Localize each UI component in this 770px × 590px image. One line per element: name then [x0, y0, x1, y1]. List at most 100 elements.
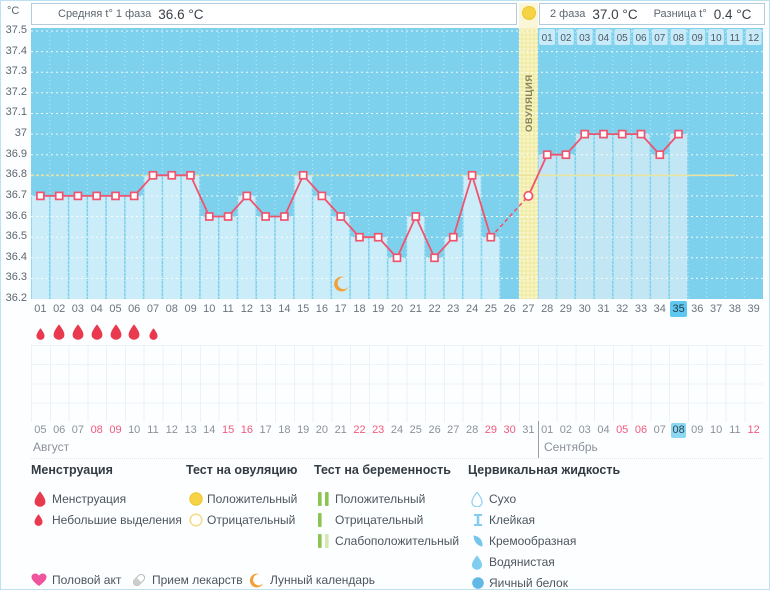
legend-item-label: Клейкая [489, 513, 536, 527]
temp-point [448, 232, 458, 242]
temp-point [580, 129, 590, 139]
cycle-day-cell[interactable]: 01 [34, 303, 47, 315]
temp-point [111, 191, 120, 201]
cycle-day-cell[interactable]: 21 [409, 303, 422, 315]
drop-small-icon [34, 514, 52, 526]
cycle-day-cell[interactable]: 28 [541, 303, 554, 315]
date-cell: 10 [128, 424, 141, 436]
legend-item: Кремообразная [471, 533, 576, 549]
temp-point [317, 191, 327, 201]
date-cell: 14 [203, 424, 216, 436]
cycle-day-cell[interactable]: 03 [71, 303, 85, 315]
legend-item-label: Слабоположительный [335, 534, 460, 548]
cycle-day-cell[interactable]: 24 [465, 303, 479, 315]
legend-item: Половой акт [31, 572, 121, 588]
phase2-value: 37.0 °C [592, 6, 638, 22]
cycle-day-cell-current[interactable]: 35 [670, 301, 687, 317]
cycle-day-row: 01 02 03 04 05 06 07 08 09 10 11 12 13 14 15 16 17 18 19 20… [31, 301, 763, 317]
cycle-day-cell[interactable]: 14 [278, 303, 291, 315]
y-axis-tick: 36.6 [5, 209, 27, 222]
cycle-day-cell[interactable]: 07 [146, 303, 160, 315]
cycle-day-cell[interactable]: 25 [484, 303, 498, 315]
temp-bar [88, 195, 106, 299]
bar-one-icon [317, 512, 335, 528]
temp-bar [651, 154, 669, 299]
date-cell: 21 [334, 424, 347, 436]
cycle-day-cell[interactable]: 10 [203, 303, 216, 315]
temp-bar [313, 195, 331, 299]
cycle-day-cell[interactable]: 27 [522, 303, 535, 315]
cycle-day-cell[interactable]: 09 [184, 303, 197, 315]
ovulation-column-label: ОВУЛЯЦИЯ [524, 74, 535, 132]
menstruation-drop-large [72, 324, 84, 340]
date-cell: 30 [503, 424, 516, 436]
temp-point [54, 191, 64, 201]
temp-bar [294, 175, 312, 299]
temp-point [242, 191, 252, 201]
date-cell: 06 [53, 424, 66, 436]
cycle-day-cell[interactable]: 29 [559, 303, 573, 315]
cycle-day-cell[interactable]: 23 [447, 303, 460, 315]
temp-point [542, 150, 552, 160]
legend-item-label: Положительный [207, 492, 298, 506]
ovulation-test-header-cell [519, 3, 538, 28]
cycle-day-cell[interactable]: 18 [353, 303, 366, 315]
cycle-day-cell[interactable]: 33 [634, 303, 648, 315]
menstruation-drop-small [36, 328, 45, 340]
temp-point [336, 212, 346, 221]
cycle-day-cell[interactable]: 15 [297, 303, 310, 315]
cycle-day-cell[interactable]: 13 [259, 303, 272, 315]
temp-point [467, 170, 477, 180]
cycle-day-cell[interactable]: 19 [372, 303, 385, 315]
month-label-september: Сентябрь [544, 440, 598, 454]
dpo-tab-label: 06 [635, 33, 647, 44]
date-cell: 07 [653, 424, 666, 436]
cycle-day-cell[interactable]: 39 [747, 303, 760, 315]
temp-bar [275, 216, 294, 299]
legend-item: Сухо [471, 491, 516, 507]
temp-point-ovulation [523, 190, 534, 201]
cycle-day-cell[interactable]: 34 [653, 303, 666, 315]
cycle-day-cell[interactable]: 20 [390, 303, 404, 315]
y-axis-tick: 36.4 [5, 250, 27, 263]
temperature-line-gap [490, 195, 529, 238]
cycle-day-cell[interactable]: 38 [728, 303, 742, 315]
cycle-day-cell[interactable]: 05 [109, 303, 122, 315]
cycle-day-cell[interactable]: 16 [315, 303, 329, 315]
date-cell: 12 [165, 424, 178, 436]
temp-point [411, 212, 421, 221]
drop-large-icon [34, 491, 52, 507]
cycle-day-cell[interactable]: 08 [165, 303, 178, 315]
temp-point [298, 170, 308, 180]
cycle-day-cell[interactable]: 04 [90, 303, 103, 315]
ovulation-column [519, 28, 538, 299]
y-axis-tick: 36.8 [5, 168, 27, 181]
y-axis-tick: 36.5 [5, 230, 27, 243]
cycle-day-cell[interactable]: 37 [709, 303, 723, 315]
cycle-day-cell[interactable]: 31 [597, 303, 610, 315]
temp-bar [538, 154, 556, 299]
legend-item: Положительный [317, 491, 425, 507]
legend-group-title: Цервикальная жидкость [468, 463, 621, 477]
cycle-day-cell[interactable]: 17 [334, 303, 347, 315]
month-divider [538, 421, 539, 458]
bars-two-icon [317, 491, 335, 507]
cycle-day-cell[interactable]: 11 [222, 303, 234, 315]
dpo-tab [595, 29, 612, 45]
cycle-day-cell[interactable]: 06 [128, 303, 141, 315]
bbt-temperature-chart[interactable]: 01 02 03 04 05 06 07 08 09 10 11 12 ОВУЛЯЦИЯ [31, 28, 763, 299]
cycle-day-cell[interactable]: 22 [428, 303, 441, 315]
cycle-day-cell[interactable]: 26 [503, 303, 516, 315]
cycle-day-cell[interactable]: 32 [616, 303, 629, 315]
phase2-summary-box: 2 фаза 37.0 °C Разница t° 0.4 °C [539, 3, 765, 25]
month-label-august: Август [33, 440, 70, 454]
cycle-day-cell[interactable]: 30 [578, 303, 591, 315]
temp-bar [125, 195, 143, 299]
cycle-day-cell[interactable]: 12 [240, 303, 254, 315]
dpo-tab [558, 29, 574, 45]
cycle-day-cell[interactable]: 36 [691, 303, 704, 315]
temp-point [674, 129, 683, 139]
dpo-tab [576, 29, 593, 45]
date-cell: 29 [484, 424, 498, 436]
cycle-day-cell[interactable]: 02 [53, 303, 66, 315]
